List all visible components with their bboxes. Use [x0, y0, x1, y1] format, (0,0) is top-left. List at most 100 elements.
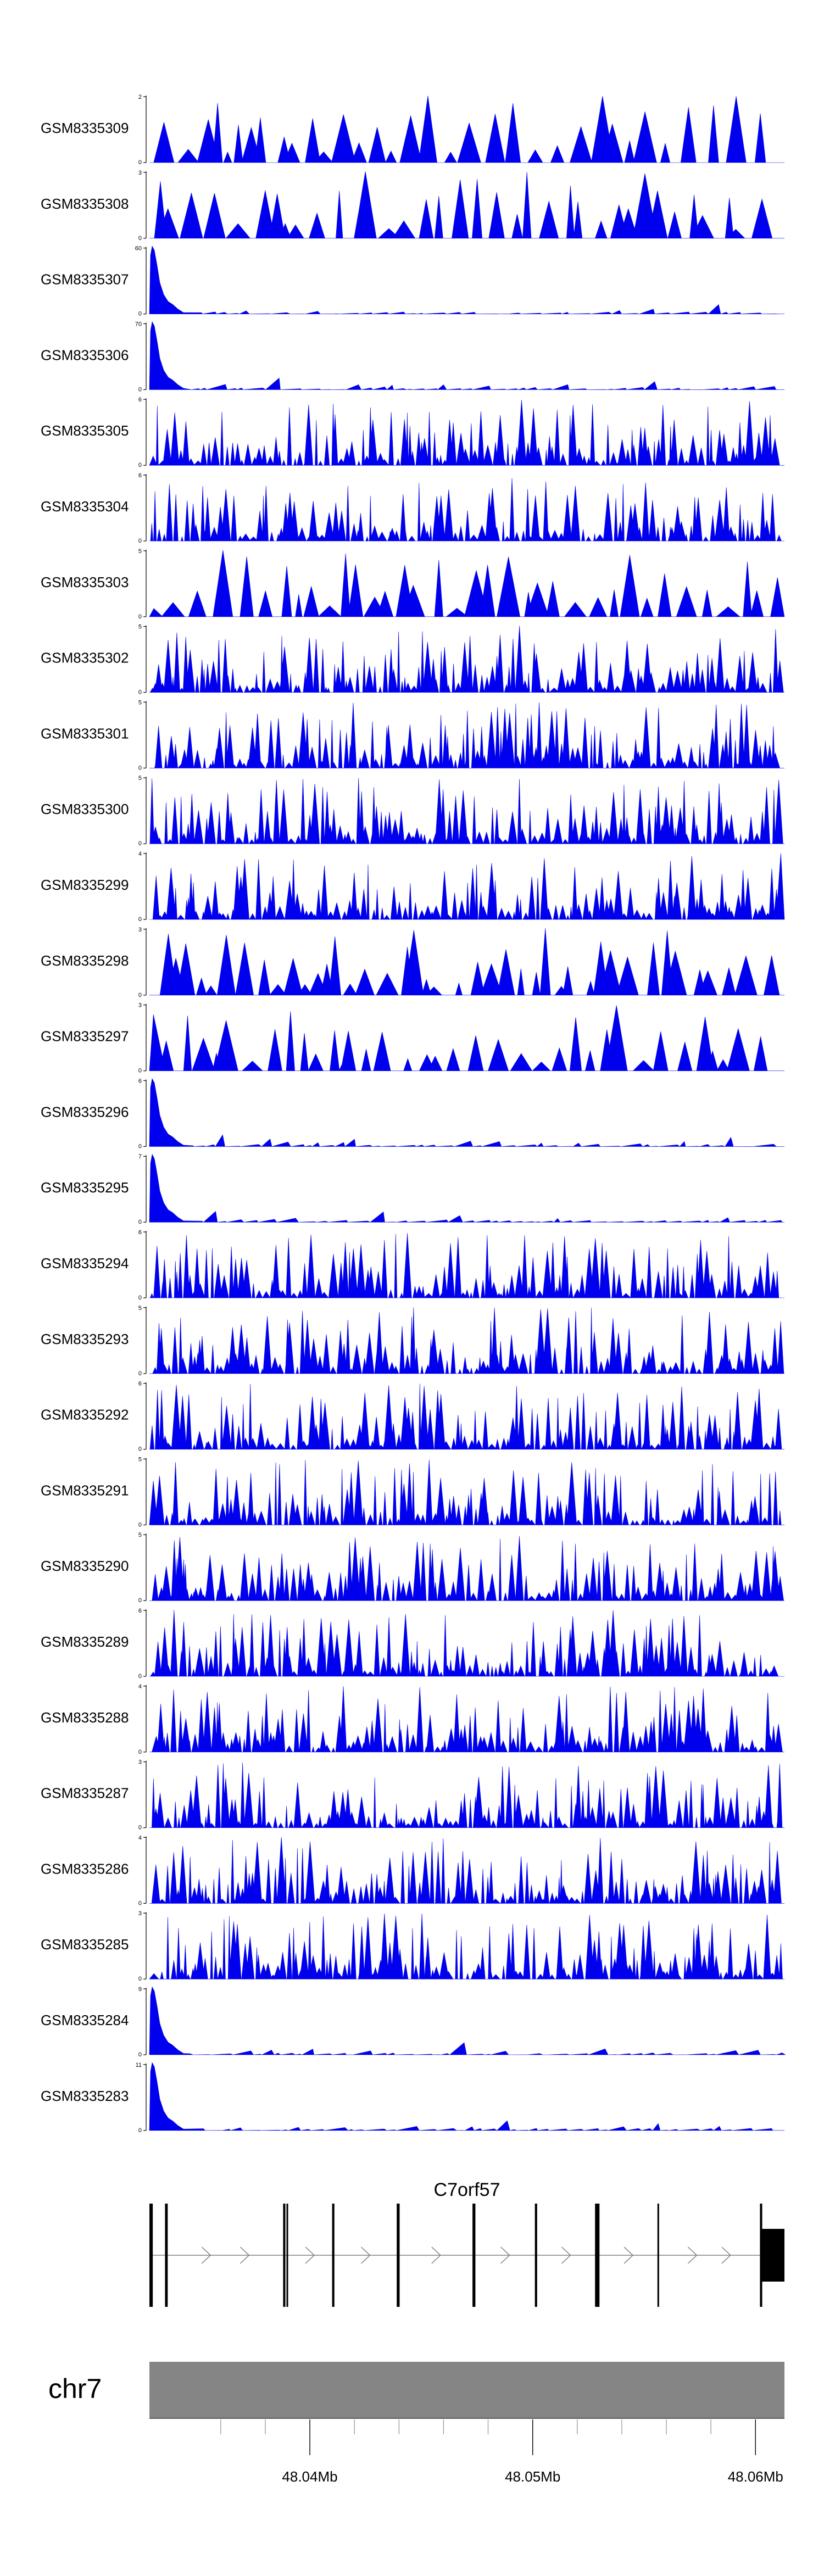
track-coverage-area — [149, 778, 784, 844]
track-sample-label: GSM8335292 — [41, 1407, 129, 1423]
track-ymin-label: 0 — [138, 614, 142, 620]
track-coverage-area — [149, 1153, 784, 1223]
track-gsm8335291: GSM8335291 5 0 — [41, 1456, 784, 1528]
gene-model-track: C7orf57 — [149, 2179, 784, 2307]
track-gsm8335293: GSM8335293 5 0 — [41, 1305, 784, 1377]
track-ymin-label: 0 — [138, 916, 142, 923]
track-gsm8335290: GSM8335290 5 0 — [41, 1532, 784, 1604]
track-sample-label: GSM8335290 — [41, 1558, 129, 1574]
track-ymax-label: 4 — [138, 1835, 142, 1841]
gene-strand-chevron — [623, 2246, 634, 2264]
track-ymax-label: 7 — [138, 1153, 142, 1160]
genome-tick-label: 48.04Mb — [282, 2468, 337, 2485]
gene-strand-chevron — [687, 2246, 698, 2264]
track-coverage-area — [149, 1762, 784, 1828]
track-sample-label: GSM8335287 — [41, 1785, 129, 1802]
track-ymin-label: 0 — [138, 1219, 142, 1225]
gene-strand-chevron — [360, 2246, 371, 2264]
track-gsm8335307: GSM8335307 60 0 — [41, 246, 784, 317]
track-sample-label: GSM8335289 — [41, 1633, 129, 1650]
track-ymin-label: 0 — [138, 1900, 142, 1906]
track-sample-label: GSM8335300 — [41, 801, 129, 817]
track-coverage-area — [149, 1686, 784, 1753]
gene-exon — [286, 2204, 288, 2307]
gene-strand-chevron — [561, 2246, 571, 2264]
track-sample-label: GSM8335307 — [41, 271, 129, 288]
track-sample-label: GSM8335298 — [41, 952, 129, 969]
genome-tick-label: 48.06Mb — [728, 2468, 783, 2485]
track-coverage-area — [149, 1536, 784, 1601]
track-ymin-label: 0 — [138, 311, 142, 317]
track-ymin-label: 0 — [138, 1825, 142, 1831]
genome-axis: 48.04Mb 48.05Mb 48.06Mb — [149, 2418, 784, 2485]
track-coverage-area — [149, 246, 784, 314]
track-ymin-label: 0 — [138, 1295, 142, 1301]
gene-exon — [332, 2204, 335, 2307]
chromosome-track: chr7 — [48, 2362, 784, 2418]
track-ymax-label: 6 — [138, 1078, 142, 1084]
track-gsm8335285: GSM8335285 3 0 — [41, 1910, 784, 1982]
track-sample-label: GSM8335299 — [41, 877, 129, 893]
gene-strand-chevron — [201, 2246, 211, 2264]
track-coverage-area — [149, 400, 784, 466]
track-coverage-area — [149, 928, 784, 996]
track-ymin-label: 0 — [138, 765, 142, 771]
track-gsm8335294: GSM8335294 6 0 — [41, 1229, 784, 1301]
track-sample-label: GSM8335286 — [41, 1860, 129, 1877]
track-sample-label: GSM8335309 — [41, 120, 129, 136]
track-sample-label: GSM8335302 — [41, 650, 129, 666]
track-gsm8335308: GSM8335308 3 0 — [41, 170, 784, 242]
track-ymax-label: 3 — [138, 927, 142, 933]
track-gsm8335296: GSM8335296 6 0 — [41, 1078, 784, 1150]
track-coverage-area — [149, 1307, 784, 1374]
gene-exon — [762, 2229, 784, 2282]
track-coverage-area — [149, 321, 784, 390]
track-coverage-area — [149, 1078, 784, 1147]
track-ymax-label: 3 — [138, 170, 142, 176]
track-sample-label: GSM8335294 — [41, 1255, 129, 1272]
track-gsm8335297: GSM8335297 3 0 — [41, 1002, 784, 1074]
gene-strand-chevron — [431, 2246, 441, 2264]
track-gsm8335300: GSM8335300 5 0 — [41, 775, 784, 847]
track-ymin-label: 0 — [138, 1446, 142, 1453]
genome-tick-label: 48.05Mb — [505, 2468, 560, 2485]
gene-exon — [535, 2204, 537, 2307]
track-ymin-label: 0 — [138, 1143, 142, 1150]
track-coverage-area — [149, 171, 784, 239]
track-coverage-area — [149, 96, 784, 163]
track-ymin-label: 0 — [138, 538, 142, 544]
track-ymin-label: 0 — [138, 1068, 142, 1074]
track-coverage-area — [149, 626, 784, 693]
track-sample-label: GSM8335305 — [41, 422, 129, 439]
track-ymax-label: 4 — [138, 1683, 142, 1690]
track-sample-label: GSM8335296 — [41, 1103, 129, 1120]
track-ymin-label: 0 — [138, 1976, 142, 1982]
track-sample-label: GSM8335285 — [41, 1936, 129, 1953]
track-ymax-label: 5 — [138, 699, 142, 706]
track-gsm8335302: GSM8335302 5 0 — [41, 624, 784, 696]
gene-exon — [657, 2204, 659, 2307]
track-gsm8335283: GSM8335283 11 0 — [41, 2062, 784, 2134]
track-coverage-area — [149, 1986, 786, 2055]
track-ymax-label: 9 — [138, 1986, 142, 1993]
track-ymax-label: 11 — [136, 2062, 142, 2068]
track-ymin-label: 0 — [138, 1521, 142, 1528]
track-ymin-label: 0 — [138, 2051, 142, 2058]
track-ymin-label: 0 — [138, 159, 142, 166]
gene-exon — [165, 2204, 168, 2307]
track-gsm8335286: GSM8335286 4 0 — [41, 1835, 784, 1906]
track-coverage-area — [149, 1233, 784, 1298]
track-ymax-label: 5 — [138, 1456, 142, 1463]
track-ymin-label: 0 — [138, 462, 142, 469]
gene-exon — [760, 2204, 762, 2307]
track-sample-label: GSM8335308 — [41, 196, 129, 212]
track-gsm8335288: GSM8335288 4 0 — [41, 1683, 784, 1755]
track-gsm8335299: GSM8335299 4 0 — [41, 851, 785, 923]
gene-exon — [472, 2204, 476, 2307]
gene-strand-chevron — [305, 2246, 315, 2264]
track-coverage-area — [149, 2062, 784, 2131]
track-coverage-area — [149, 702, 784, 768]
track-sample-label: GSM8335297 — [41, 1028, 129, 1045]
track-ymin-label: 0 — [138, 689, 142, 696]
track-gsm8335295: GSM8335295 7 0 — [41, 1153, 784, 1225]
